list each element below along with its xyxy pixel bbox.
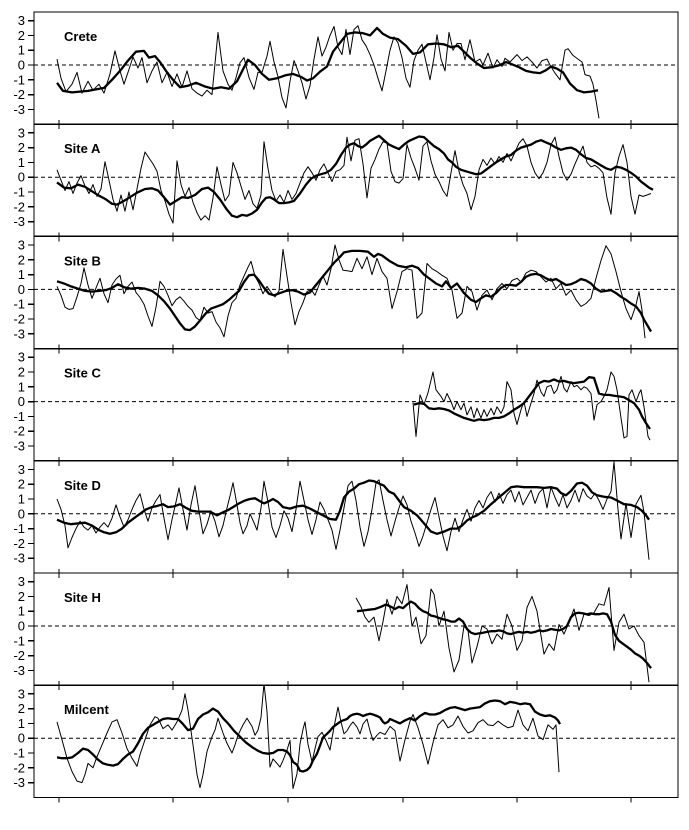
y-tick-label: 2 [18,140,25,155]
y-tick-label: -3 [13,326,25,341]
y-tick-label: 3 [18,462,25,477]
smoothed-series-line [413,376,651,430]
y-tick-label: -2 [13,760,25,775]
y-tick-label: 0 [18,282,25,297]
raw-series-line [56,685,560,790]
raw-series-line [56,136,652,224]
smoothed-series-line [56,26,599,94]
y-tick-label: 3 [18,125,25,140]
y-tick-label: 1 [18,267,25,282]
panel-plot-area: Site H [34,584,678,683]
y-tick-label: 3 [18,574,25,589]
panel-plot-area: Site C [34,366,678,441]
y-tick-label: -3 [13,102,25,117]
y-tick-label: 1 [18,43,25,58]
y-tick-label: 1 [18,379,25,394]
y-tick-label: 1 [18,716,25,731]
y-tick-label: -2 [13,424,25,439]
y-tick-label: 0 [18,170,25,185]
y-tick-label: -3 [13,663,25,678]
y-tick-label: 3 [18,238,25,253]
panel-label: Milcent [64,702,109,717]
y-tick-label: -3 [13,214,25,229]
y-tick-label: -3 [13,775,25,790]
y-tick-label: -2 [13,199,25,214]
y-tick-label: 1 [18,604,25,619]
y-tick-label: 0 [18,506,25,521]
y-tick-label: 0 [18,731,25,746]
y-tick-label: -1 [13,521,25,536]
panel-plot-area: Crete [34,25,678,119]
panel-label: Site H [64,590,101,605]
panel-plot-area: Site D [34,461,678,560]
y-tick-label: 0 [18,619,25,634]
smoothed-series-line [356,600,652,669]
y-tick-label: 1 [18,155,25,170]
panel-label: Site D [64,478,101,493]
y-tick-label: -3 [13,439,25,454]
smoothed-series-line [56,479,650,535]
y-tick-label: -2 [13,648,25,663]
y-tick-label: -2 [13,312,25,327]
y-tick-label: -1 [13,746,25,761]
y-tick-label: 3 [18,13,25,28]
smoothed-series-line [56,249,652,333]
panel-plot-area: Site A [34,134,678,224]
y-tick-label: -1 [13,185,25,200]
smoothed-series-line [56,699,562,773]
y-tick-label: 2 [18,589,25,604]
y-tick-label: -1 [13,297,25,312]
y-tick-label: 3 [18,686,25,701]
panel-frame [33,684,679,799]
raw-series-line [56,461,650,560]
panel-plot-area: Site B [34,244,678,339]
panel-label: Site C [64,366,101,381]
y-tick-label: 2 [18,365,25,380]
panel-plot-area: Milcent [34,685,678,790]
raw-series-line [56,25,600,119]
y-tick-label: 0 [18,58,25,73]
smoothed-series-line [56,134,654,219]
y-tick-label: 2 [18,477,25,492]
raw-series-line [355,584,650,683]
y-tick-label: 2 [18,28,25,43]
y-tick-label: -1 [13,633,25,648]
y-tick-label: 1 [18,492,25,507]
y-tick-label: -1 [13,72,25,87]
y-tick-label: -1 [13,409,25,424]
panel-label: Site A [64,141,101,156]
y-tick-label: -2 [13,87,25,102]
y-tick-label: -2 [13,536,25,551]
y-tick-label: 2 [18,701,25,716]
panel-label: Site B [64,253,101,268]
panel-label: Crete [64,29,97,44]
y-tick-label: -3 [13,551,25,566]
y-tick-label: 2 [18,252,25,267]
y-tick-label: 0 [18,394,25,409]
y-tick-label: 3 [18,350,25,365]
